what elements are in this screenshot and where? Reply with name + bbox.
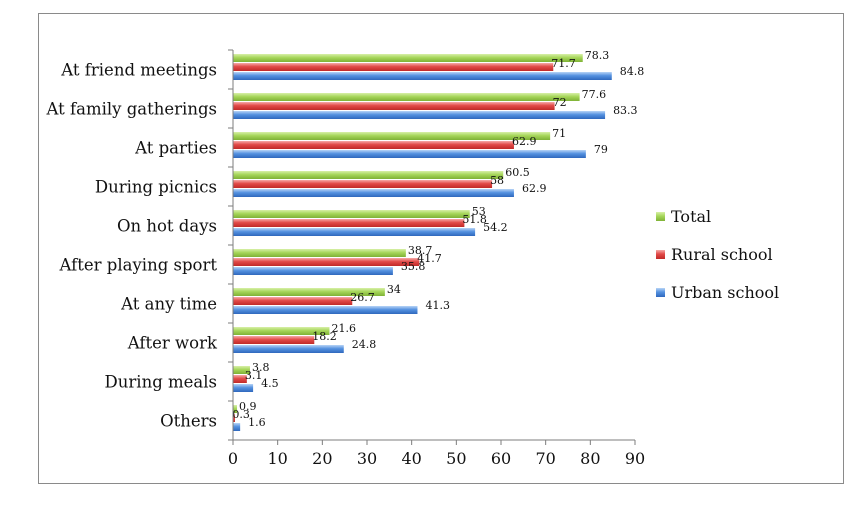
value-label-urban-school-after-playing-sport: 35.8 (401, 260, 426, 273)
legend-label-urban-school: Urban school (671, 283, 779, 302)
x-tick-labels-group: 0 10 20 30 40 50 60 70 80 90 (228, 449, 645, 468)
bar-urban-school-after-playing-sport (233, 267, 393, 275)
bar-total-after-playing-sport (233, 249, 406, 257)
bar-total-at-family-gatherings (233, 93, 580, 101)
value-label-rural-school-on-hot-days: 51.8 (462, 213, 487, 226)
bar-rural-school-on-hot-days (233, 219, 465, 227)
value-label-total-at-friend-meetings: 78.3 (585, 49, 610, 62)
value-label-urban-school-at-any-time: 41.3 (425, 299, 450, 312)
value-label-rural-school-at-family-gatherings: 72 (553, 96, 567, 109)
value-label-total-others: 0.9 (239, 400, 257, 413)
value-label-rural-school-at-parties: 62.9 (512, 135, 537, 148)
bar-rural-school-others (233, 414, 235, 422)
bar-total-during-meals (233, 366, 250, 374)
category-label-at-parties: At parties (134, 139, 217, 158)
value-label-rural-school-others: 0.3 (232, 408, 250, 421)
category-label-during-meals: During meals (105, 373, 217, 392)
value-label-total-at-any-time: 34 (387, 283, 401, 296)
x-tick-label-30: 30 (357, 449, 377, 468)
bar-total-during-picnics (233, 171, 504, 179)
category-label-on-hot-days: On hot days (117, 217, 217, 236)
category-label-at-friend-meetings: At friend meetings (60, 61, 217, 80)
bar-rural-school-after-work (233, 336, 315, 344)
bar-urban-school-at-friend-meetings (233, 72, 612, 80)
bar-rural-school-during-picnics (233, 180, 493, 188)
legend-swatch-urban-school (656, 288, 665, 297)
legend-label-total: Total (671, 207, 711, 226)
bar-total-at-friend-meetings (233, 54, 583, 62)
legend-swatch-total (656, 212, 665, 221)
value-label-rural-school-at-friend-meetings: 71.7 (551, 57, 576, 70)
value-label-rural-school-after-playing-sport: 41.7 (417, 252, 442, 265)
legend-label-rural-school: Rural school (671, 245, 773, 264)
bar-rural-school-at-parties (233, 141, 514, 149)
bar-urban-school-at-any-time (233, 306, 418, 314)
bars-group (233, 54, 612, 431)
legend-swatch-rural-school (656, 250, 665, 259)
x-tick-label-0: 0 (228, 449, 238, 468)
axes-group (228, 49, 636, 445)
value-labels-group: 78.3 71.7 84.8 77.6 72 83.3 71 62.9 79 60.558 62.9… (232, 49, 644, 429)
bar-total-at-parties (233, 132, 551, 140)
value-label-urban-school-at-family-gatherings: 83.3 (613, 104, 638, 117)
category-labels-group: At friend meetings At family gatherings At… (46, 61, 218, 431)
bar-urban-school-at-family-gatherings (233, 111, 606, 119)
value-label-urban-school-at-parties: 79 (594, 143, 608, 156)
value-label-rural-school-during-picnics: 58 (490, 174, 504, 187)
value-label-rural-school-at-any-time: 26.7 (350, 291, 375, 304)
bar-rural-school-at-friend-meetings (233, 63, 554, 71)
value-label-total-after-work: 21.6 (331, 322, 356, 335)
bar-chart: 78.3 71.7 84.8 77.6 72 83.3 71 62.9 79 60.558 62.9… (46, 49, 780, 468)
value-label-rural-school-during-meals: 3.1 (245, 369, 263, 382)
legend: Total Rural school Urban school (656, 207, 779, 302)
value-label-urban-school-during-meals: 4.5 (261, 377, 279, 390)
value-label-total-after-playing-sport: 38.7 (408, 244, 433, 257)
category-label-during-picnics: During picnics (95, 178, 217, 197)
bar-rural-school-after-playing-sport (233, 258, 420, 266)
bar-urban-school-others (233, 423, 241, 431)
x-tick-label-80: 80 (580, 449, 600, 468)
value-label-urban-school-others: 1.6 (248, 416, 266, 429)
value-label-total-at-family-gatherings: 77.6 (582, 88, 607, 101)
value-label-urban-school-on-hot-days: 54.2 (483, 221, 508, 234)
bar-urban-school-at-parties (233, 150, 586, 158)
bar-total-others (233, 405, 238, 413)
bar-rural-school-at-family-gatherings (233, 102, 555, 110)
category-label-after-work: After work (127, 334, 218, 353)
chart-frame: 78.3 71.7 84.8 77.6 72 83.3 71 62.9 79 60.5 58 62.9… (38, 13, 844, 484)
category-label-after-playing-sport: After playing sport (59, 256, 218, 275)
x-tick-label-70: 70 (535, 449, 555, 468)
bar-total-on-hot-days (233, 210, 470, 218)
category-label-at-family-gatherings: At family gatherings (46, 100, 217, 119)
x-tick-label-40: 40 (401, 449, 421, 468)
value-label-urban-school-during-picnics: 62.9 (522, 182, 547, 195)
x-tick-label-60: 60 (491, 449, 511, 468)
value-label-urban-school-at-friend-meetings: 84.8 (620, 65, 645, 78)
value-label-total-at-parties: 71 (552, 127, 566, 140)
x-tick-label-50: 50 (446, 449, 466, 468)
bar-rural-school-during-meals (233, 375, 247, 383)
bar-total-after-work (233, 327, 330, 335)
bar-rural-school-at-any-time (233, 297, 353, 305)
x-tick-label-90: 90 (625, 449, 645, 468)
value-label-urban-school-after-work: 24.8 (352, 338, 377, 351)
value-label-total-on-hot-days: 53 (472, 205, 486, 218)
value-label-total-during-meals: 3.8 (252, 361, 270, 374)
value-label-rural-school-after-work: 18.2 (312, 330, 337, 343)
value-label-total-during-picnics: 60.5 (505, 166, 530, 179)
bar-total-at-any-time (233, 288, 385, 296)
category-label-at-any-time: At any time (120, 295, 217, 314)
x-tick-label-20: 20 (312, 449, 332, 468)
x-tick-label-10: 10 (267, 449, 287, 468)
bar-urban-school-during-picnics (233, 189, 514, 197)
bar-urban-school-after-work (233, 345, 344, 353)
bar-urban-school-during-meals (233, 384, 254, 392)
bar-urban-school-on-hot-days (233, 228, 476, 236)
category-label-others: Others (160, 412, 217, 431)
